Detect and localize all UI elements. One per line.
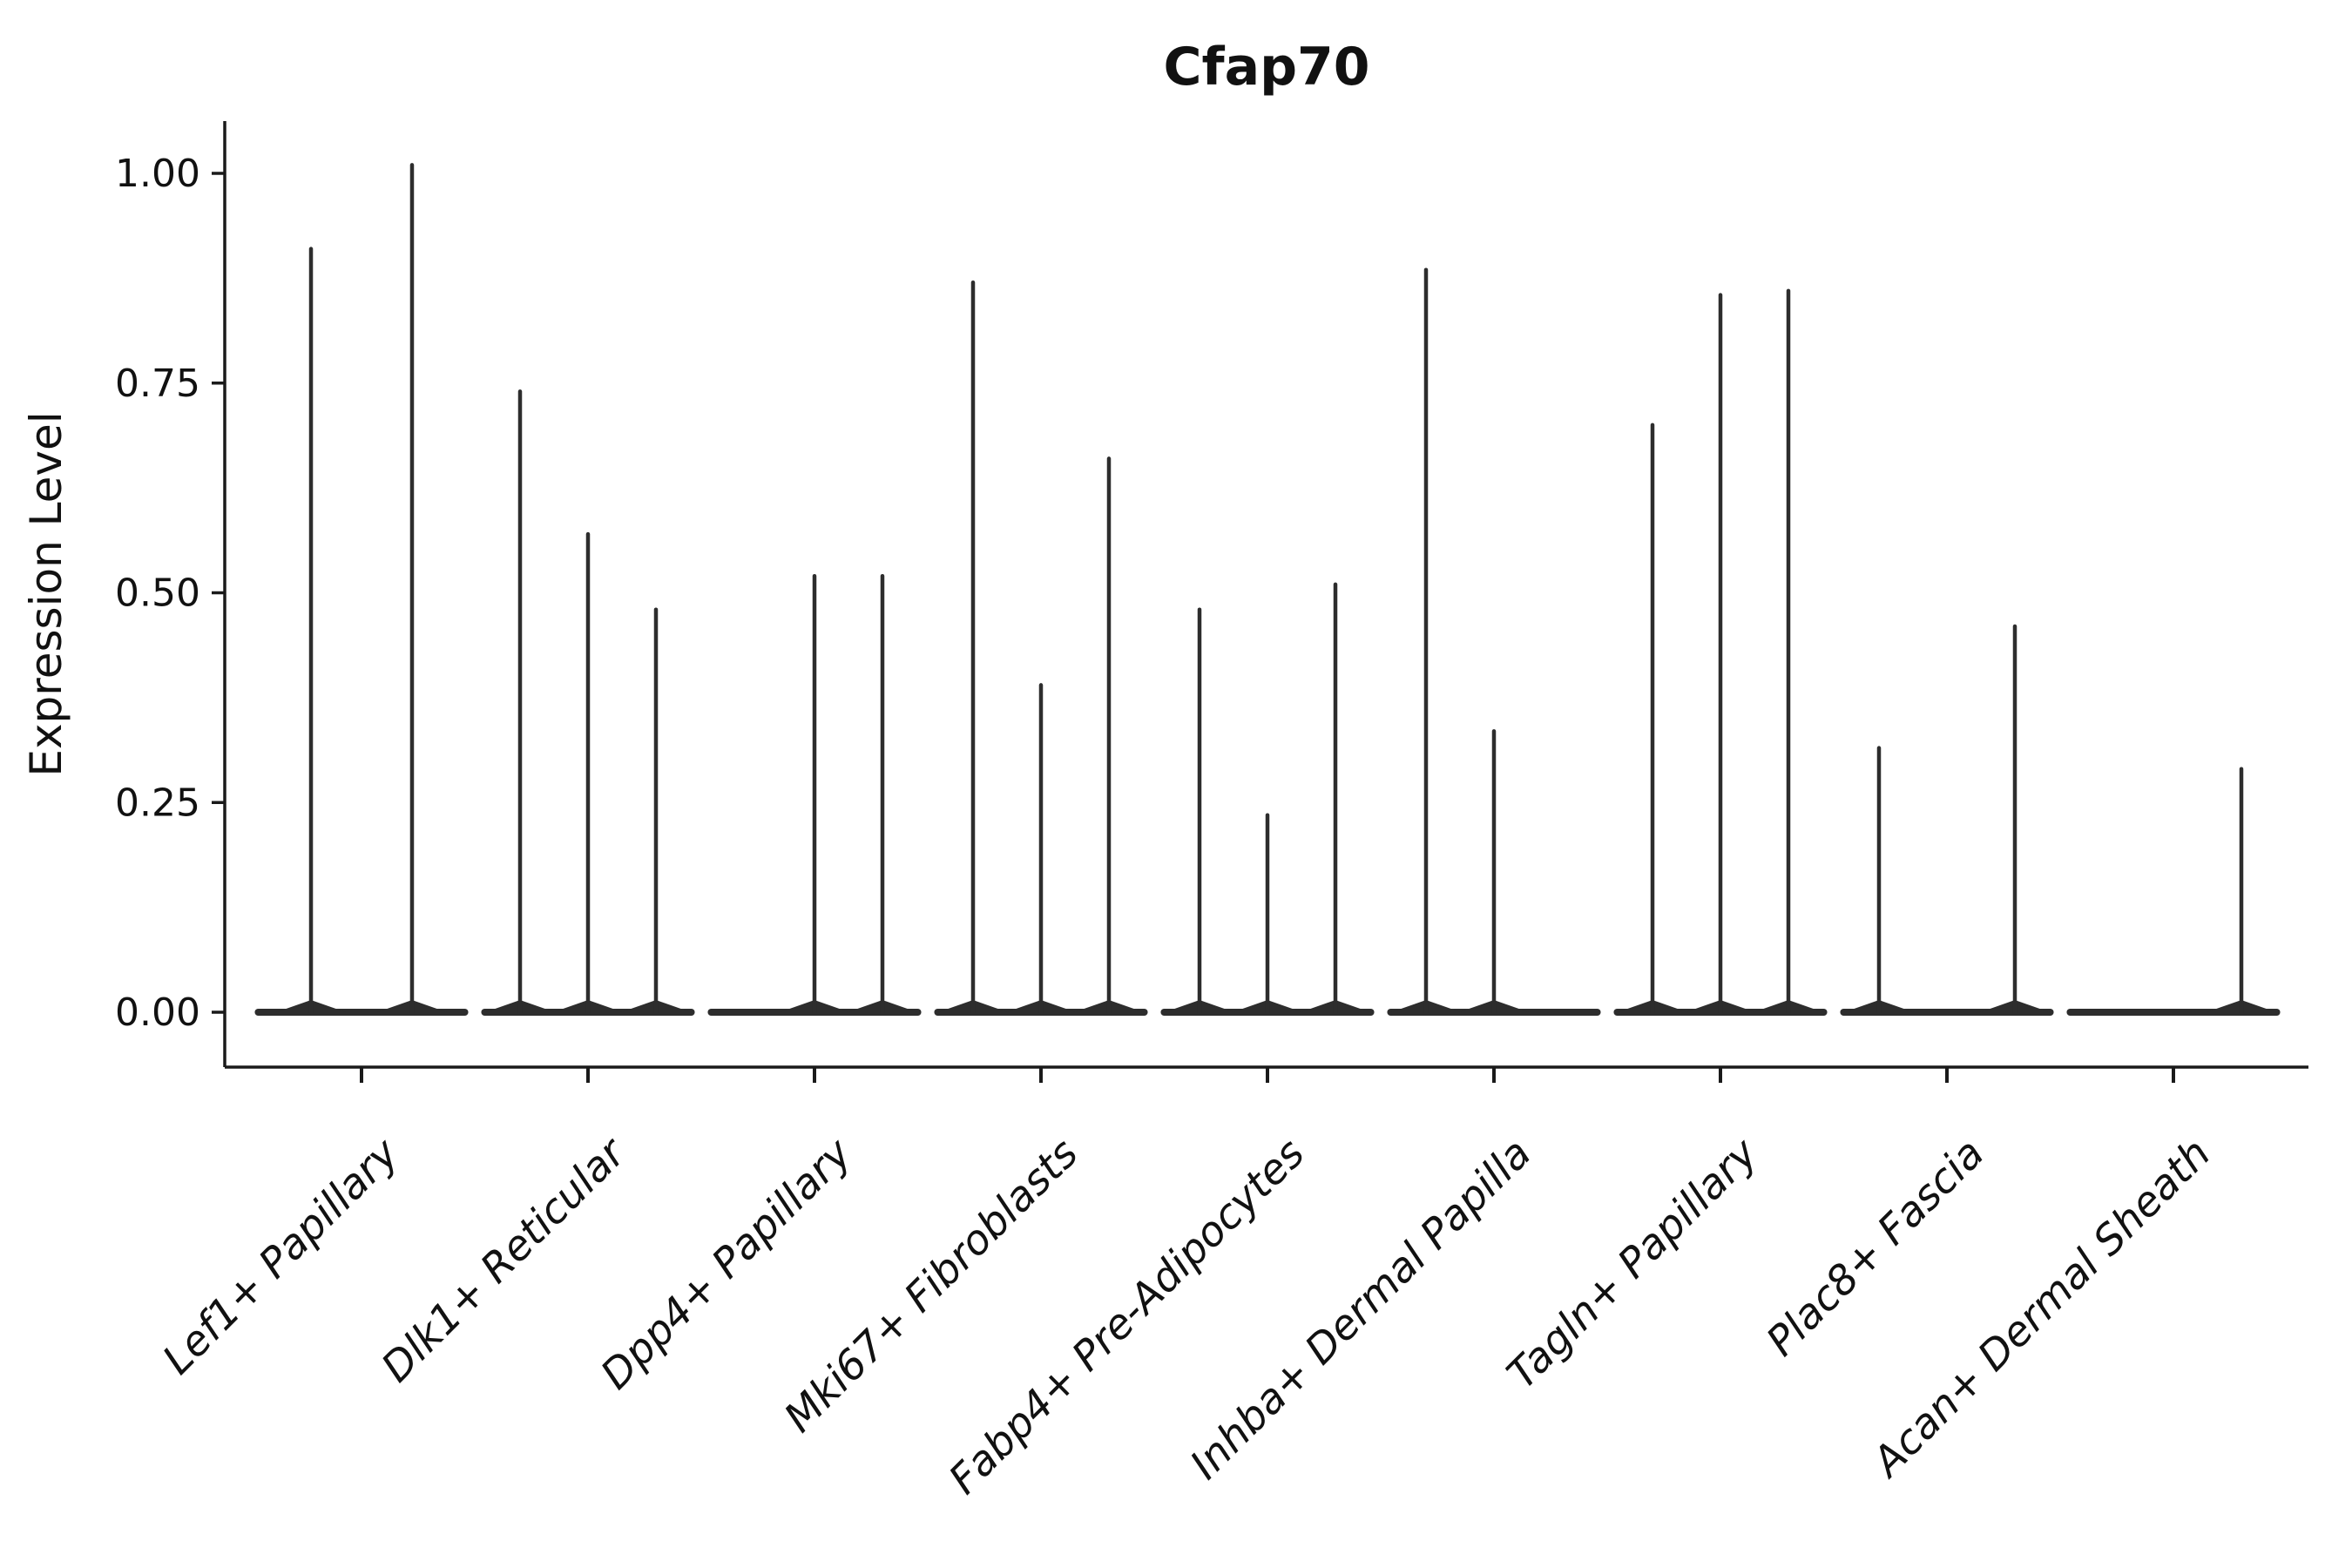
violin-group xyxy=(1387,267,1601,1016)
y-tick-label: 0.25 xyxy=(115,781,200,825)
y-tick-label: 0.75 xyxy=(115,362,200,406)
violin-group xyxy=(1160,582,1375,1016)
y-axis-label: Expression Level xyxy=(21,411,71,776)
violin-group xyxy=(1613,288,1828,1016)
violin-group xyxy=(2066,767,2281,1016)
x-tick-label: Plac8+ Fascia xyxy=(1757,1130,1993,1366)
violin-group xyxy=(1840,624,2054,1016)
y-tick-label: 0.00 xyxy=(115,990,200,1035)
x-tick-label: Fabp4+ Pre-Adipocytes xyxy=(940,1130,1314,1504)
x-tick-label: Tagln+ Papillary xyxy=(1498,1129,1768,1399)
violin-group xyxy=(707,573,922,1016)
violin-group xyxy=(481,389,695,1016)
violin-group xyxy=(254,163,469,1016)
y-tick-label: 0.50 xyxy=(115,571,200,616)
violin-series xyxy=(254,163,2281,1016)
chart-title: Cfap70 xyxy=(1163,37,1369,98)
y-tick-label: 1.00 xyxy=(115,152,200,196)
x-tick-label: Dlk1+ Reticular xyxy=(373,1128,637,1392)
y-axis-ticks: 0.00 0.25 0.50 0.75 1.00 xyxy=(115,152,225,1035)
x-tick-label: Lef1+ Papillary xyxy=(153,1129,409,1384)
violin-group xyxy=(934,280,1148,1016)
x-tick-label: Dpp4+ Papillary xyxy=(591,1129,862,1399)
